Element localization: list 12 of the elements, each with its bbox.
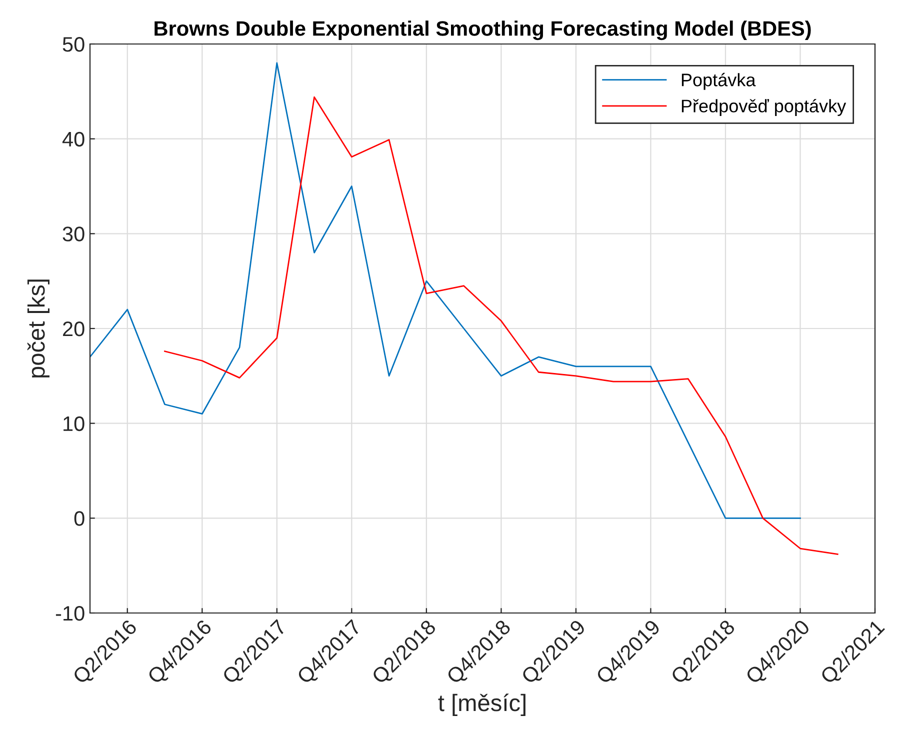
legend-label: Poptávka <box>682 72 756 90</box>
chart-title: Browns Double Exponential Smoothing Forecasting Model (BDES) <box>154 20 811 40</box>
y-tick-label: 40 <box>62 132 84 147</box>
y-tick-label: -10 <box>56 606 84 621</box>
x-axis-title: t [měsíc] <box>438 694 526 716</box>
y-axis-title: počet [ks] <box>27 280 50 378</box>
y-tick-label: 0 <box>74 511 84 526</box>
y-tick-label: 10 <box>64 416 84 432</box>
y-tick-label: 30 <box>62 226 84 242</box>
legend-label: Předpověď poptávky <box>682 98 846 116</box>
y-tick-label: 20 <box>63 322 84 336</box>
y-tick-label: 50 <box>62 37 84 52</box>
